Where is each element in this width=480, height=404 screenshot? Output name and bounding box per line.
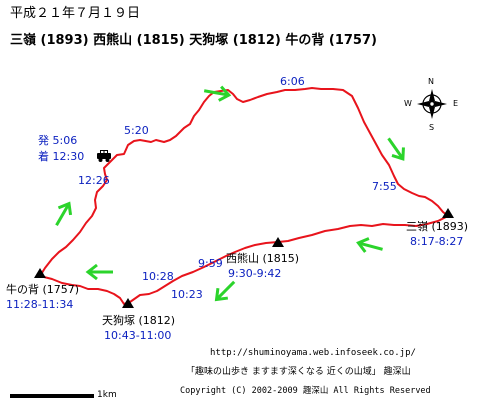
time-520: 5:20 bbox=[124, 124, 149, 137]
direction-arrow-4 bbox=[214, 280, 236, 302]
direction-arrow-5 bbox=[85, 263, 113, 281]
peak-time-sanrei: 8:17-8:27 bbox=[410, 235, 464, 248]
footer-copyright: Copyright (C) 2002-2009 趣深山 All Rights R… bbox=[180, 386, 431, 396]
scale-bar bbox=[10, 394, 94, 398]
arrive-time: 着 12:30 bbox=[38, 150, 85, 163]
peak-name-ushinose: 牛の背 (1757) bbox=[6, 283, 80, 296]
peak-marker-nishikuma bbox=[272, 237, 284, 247]
peak-marker-sanrei bbox=[442, 208, 454, 218]
time-1226: 12:26 bbox=[78, 174, 110, 187]
compass-n: N bbox=[428, 77, 434, 86]
time-606: 6:06 bbox=[280, 75, 305, 88]
scale-label: 1km bbox=[97, 390, 117, 400]
peak-marker-tengu bbox=[122, 298, 134, 308]
compass-rose-icon bbox=[417, 89, 447, 119]
compass-s: S bbox=[429, 123, 435, 132]
direction-arrow-3 bbox=[356, 237, 383, 253]
time-959: 9:59 bbox=[198, 257, 223, 270]
footer-url: http://shuminoyama.web.infoseek.co.jp/ bbox=[210, 348, 416, 358]
footer-tagline: 「趣味の山歩き ますます深くなる 近くの山域」 趣深山 bbox=[186, 367, 411, 377]
compass-e: E bbox=[453, 99, 459, 108]
peak-time-nishikuma: 9:30-9:42 bbox=[228, 267, 282, 280]
direction-arrow-6 bbox=[55, 201, 73, 227]
direction-arrow-2 bbox=[387, 137, 405, 161]
peak-time-ushinose: 11:28-11:34 bbox=[6, 298, 74, 311]
peak-name-nishikuma: 西熊山 (1815) bbox=[226, 252, 300, 265]
time-755: 7:55 bbox=[372, 180, 397, 193]
time-1028: 10:28 bbox=[142, 270, 174, 283]
time-1023: 10:23 bbox=[171, 288, 203, 301]
car-icon bbox=[97, 150, 111, 162]
compass-w: W bbox=[404, 99, 412, 108]
peak-time-tengu: 10:43-11:00 bbox=[104, 329, 172, 342]
direction-arrow-1 bbox=[203, 85, 232, 102]
peak-name-tengu: 天狗塚 (1812) bbox=[102, 314, 176, 327]
date-label: 平成２１年７月１９日 bbox=[10, 6, 141, 21]
peak-marker-ushinose bbox=[34, 268, 46, 278]
route-summary: 三嶺 (1893) 西熊山 (1815) 天狗塚 (1812) 牛の背 (175… bbox=[10, 33, 377, 48]
depart-time: 発 5:06 bbox=[38, 134, 78, 147]
peak-name-sanrei: 三嶺 (1893) bbox=[406, 220, 469, 233]
